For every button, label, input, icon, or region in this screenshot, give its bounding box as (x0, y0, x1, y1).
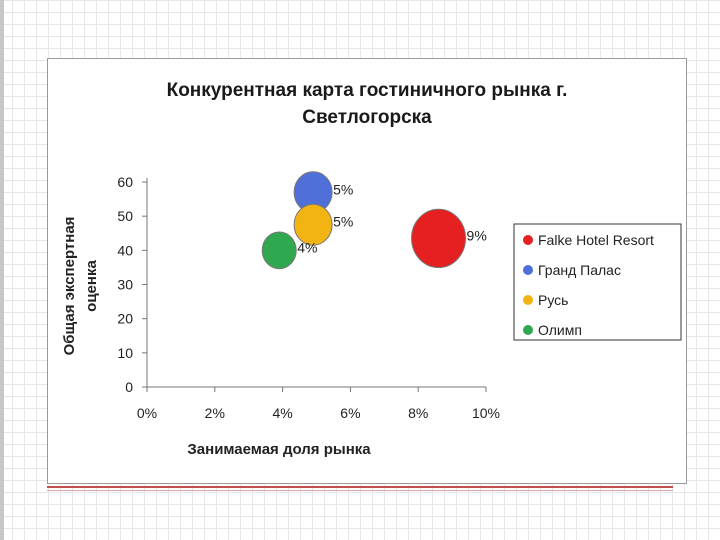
footer-divider (47, 486, 673, 488)
x-tick-label: 0% (137, 405, 157, 421)
y-tick-label: 50 (117, 208, 133, 224)
y-tick-label: 20 (117, 311, 133, 327)
legend-marker (523, 265, 533, 275)
x-tick-label: 2% (205, 405, 225, 421)
bubble-data-label: 9% (467, 227, 487, 243)
legend-marker (523, 295, 533, 305)
chart-title-line: Светлогорска (302, 107, 432, 128)
bubble-data-label: 5% (333, 214, 353, 230)
x-axis-title: Занимаемая доля рынка (187, 441, 371, 458)
y-axis-title-line: оценка (83, 260, 100, 312)
bubble-data-label: 5% (333, 181, 353, 197)
bubble-data-label: 4% (297, 239, 317, 255)
legend-label: Falke Hotel Resort (538, 232, 654, 248)
y-axis-title-line: Общая экспертная (61, 217, 78, 356)
x-tick-label: 6% (340, 405, 360, 421)
y-tick-label: 30 (117, 277, 133, 293)
legend-label: Русь (538, 292, 568, 308)
y-tick-label: 10 (117, 345, 133, 361)
legend-marker (523, 325, 533, 335)
x-tick-label: 10% (472, 405, 500, 421)
bubble-point (411, 208, 467, 269)
x-tick-label: 8% (408, 405, 428, 421)
legend-label: Гранд Палас (538, 262, 621, 278)
bubble-point (261, 231, 297, 270)
slide-left-accent (0, 0, 4, 540)
y-tick-label: 0 (125, 379, 133, 395)
legend-box (513, 223, 682, 341)
legend-label: Олимп (538, 322, 582, 338)
chart-frame: Конкурентная карта гостиничного рынка г.… (47, 58, 687, 484)
legend-marker (523, 235, 533, 245)
chart-title-line: Конкурентная карта гостиничного рынка г. (167, 80, 568, 101)
y-tick-label: 60 (117, 174, 133, 190)
y-tick-label: 40 (117, 242, 133, 258)
bubble-chart: Конкурентная карта гостиничного рынка г.… (61, 80, 682, 458)
x-tick-label: 4% (272, 405, 292, 421)
bubble-point (293, 203, 333, 246)
footer-divider-thin (47, 490, 673, 491)
